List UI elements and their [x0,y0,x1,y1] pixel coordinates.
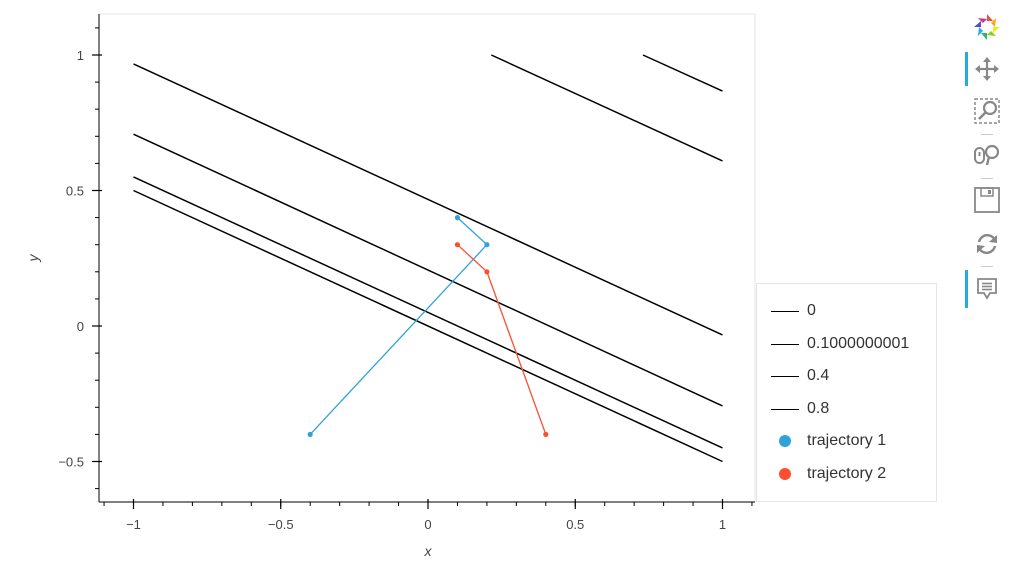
line-swatch-icon [771,375,799,377]
trajectory-point[interactable] [454,215,461,221]
x-tick-label: 0.5 [566,517,584,532]
line-swatch-icon [771,343,799,345]
legend-label: trajectory 2 [807,465,887,482]
legend-label: 0.4 [807,367,830,384]
contour-line [133,133,723,407]
contour-line [491,54,723,162]
contour-line [642,54,723,92]
legend-label: 0.1000000001 [807,335,910,352]
toolbar-separator [981,266,993,267]
save-tool-button[interactable] [964,183,1010,217]
reset-icon [977,233,997,255]
y-axis-label: y [25,254,41,263]
trajectory-point[interactable] [484,269,490,275]
box-zoom-icon [974,98,1000,124]
legend: 0 0.1000000001 0.4 0.8 trajectory 1 traj… [756,283,937,502]
legend-item-level-0[interactable]: 0 [771,301,816,321]
trajectory-point[interactable] [454,242,461,248]
pan-tool-button[interactable] [964,52,1010,86]
box-zoom-tool-button[interactable] [964,94,1010,128]
legend-item-trajectory-1[interactable]: trajectory 1 [771,431,886,451]
x-tick-label: 0 [424,517,431,532]
line-swatch-icon [771,408,799,410]
reset-tool-button[interactable] [964,227,1010,261]
x-tick-label: −1 [126,517,141,532]
legend-item-level-0.8[interactable]: 0.8 [771,399,829,419]
dot-swatch-icon [779,435,791,447]
toolbar-separator [981,134,993,135]
y-tick-label: 0 [77,319,84,334]
y-tick-label: 1 [77,48,84,63]
trajectories [307,215,549,437]
bokeh-logo-link[interactable] [964,10,1010,44]
legend-label: 0 [807,302,816,319]
legend-label: 0.8 [807,400,830,417]
y-tick-label: −0.5 [58,455,84,470]
save-icon [974,187,1000,213]
contour-line [133,63,723,336]
line-swatch-icon [771,310,799,312]
trajectory-point[interactable] [484,242,490,248]
x-tick-label: −0.5 [268,517,294,532]
contour-line [133,189,723,463]
toolbar-separator [981,178,993,179]
wheel-zoom-icon [974,144,1000,166]
x-axis-label: x [424,543,433,559]
toolbar [964,8,1010,318]
trajectory-point[interactable] [307,431,313,437]
legend-item-level-0.4[interactable]: 0.4 [771,366,829,386]
legend-label: trajectory 1 [807,432,887,449]
dot-swatch-icon [779,468,791,480]
bokeh-logo-icon [974,14,1000,40]
wheel-zoom-tool-button[interactable] [964,139,1010,173]
contour-lines [133,54,723,463]
hover-icon [977,278,997,300]
axes: −1 −0.5 0 0.5 1 −0.5 0 0.5 1 [58,14,755,532]
legend-item-trajectory-2[interactable]: trajectory 2 [771,464,886,484]
pan-icon [975,57,999,81]
x-tick-label: 1 [719,517,726,532]
hover-tool-button[interactable] [964,270,1010,308]
contour-line [133,176,723,449]
plot-frame [98,13,756,503]
trajectory-point[interactable] [543,431,549,437]
legend-item-level-0.1[interactable]: 0.1000000001 [771,334,909,354]
y-tick-label: 0.5 [66,184,84,199]
